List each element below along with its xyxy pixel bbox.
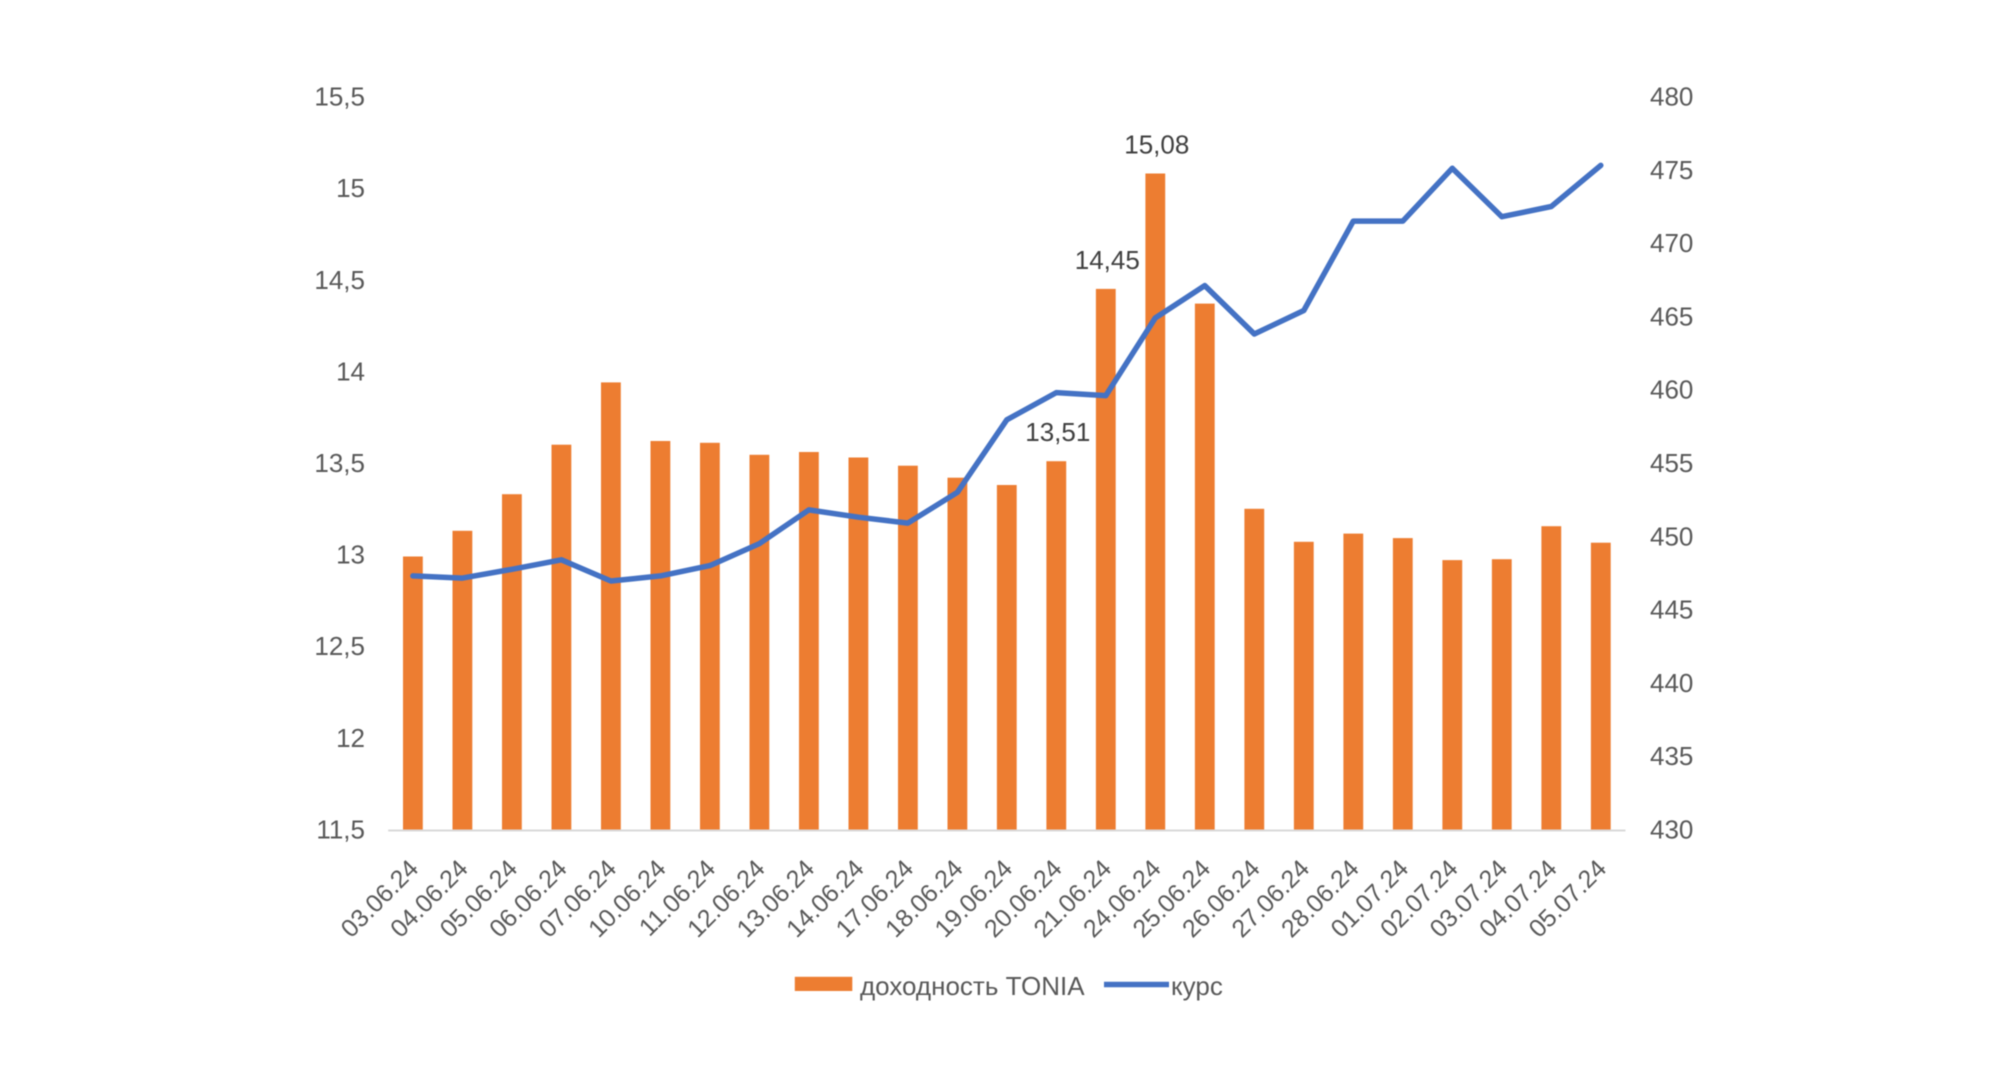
svg-text:доходность TONIA: доходность TONIA bbox=[860, 971, 1085, 1001]
svg-text:450: 450 bbox=[1650, 521, 1693, 551]
svg-text:11,5: 11,5 bbox=[316, 815, 365, 845]
svg-text:435: 435 bbox=[1650, 741, 1693, 771]
svg-text:445: 445 bbox=[1650, 595, 1693, 625]
svg-text:14: 14 bbox=[336, 356, 365, 386]
svg-text:13: 13 bbox=[336, 540, 365, 570]
svg-text:14,45: 14,45 bbox=[1075, 245, 1140, 275]
svg-text:460: 460 bbox=[1650, 375, 1693, 405]
svg-text:470: 470 bbox=[1650, 228, 1693, 258]
svg-text:430: 430 bbox=[1650, 815, 1693, 845]
svg-text:13,51: 13,51 bbox=[1025, 417, 1090, 447]
svg-text:440: 440 bbox=[1650, 668, 1693, 698]
svg-text:12: 12 bbox=[336, 723, 365, 753]
svg-text:455: 455 bbox=[1650, 448, 1693, 478]
svg-text:15,5: 15,5 bbox=[314, 82, 365, 112]
svg-text:12,5: 12,5 bbox=[314, 631, 365, 661]
svg-text:13,5: 13,5 bbox=[314, 448, 365, 478]
svg-text:465: 465 bbox=[1650, 301, 1693, 331]
svg-text:15,08: 15,08 bbox=[1124, 130, 1189, 160]
svg-text:480: 480 bbox=[1650, 82, 1693, 112]
svg-text:курс: курс bbox=[1171, 971, 1223, 1001]
svg-text:475: 475 bbox=[1650, 155, 1693, 185]
svg-text:14,5: 14,5 bbox=[314, 265, 365, 295]
svg-text:15: 15 bbox=[336, 173, 365, 203]
